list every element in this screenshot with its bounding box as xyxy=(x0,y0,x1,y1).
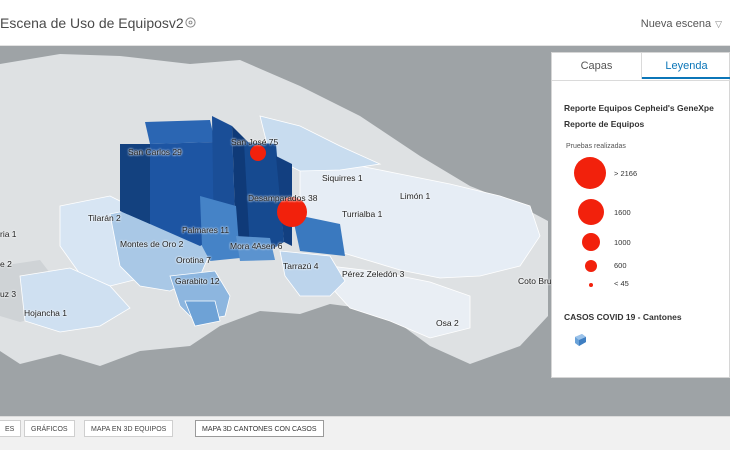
map-label: Pérez Zeledón 3 xyxy=(342,269,405,279)
extrusion-low xyxy=(292,214,345,256)
legend-class-label: 1600 xyxy=(614,208,631,217)
map-label: Coto Bru xyxy=(518,276,552,286)
extrusion-san-jose xyxy=(244,142,284,258)
legend-class-label: 600 xyxy=(614,261,627,270)
canton-garabito xyxy=(184,300,221,327)
layers-legend-panel: Capas Leyenda Reporte Equipos Cepheid's … xyxy=(551,52,730,378)
map-label: Turrialba 1 xyxy=(342,209,383,219)
legend-symbol-small xyxy=(589,283,593,287)
panel-tabs: Capas Leyenda xyxy=(552,53,730,81)
map-label: e 2 xyxy=(0,259,12,269)
map-label: Asen 6 xyxy=(256,241,283,251)
map-label: Limón 1 xyxy=(400,191,431,201)
map-label: Desamparados 38 xyxy=(248,193,318,203)
extruded-polygon-icon xyxy=(575,334,586,346)
tab-leyenda[interactable]: Leyenda xyxy=(642,53,730,79)
map-canvas xyxy=(0,54,548,366)
map-label: San Carlos 29 xyxy=(128,147,182,157)
top-bar: Escena de Uso de Equiposv2 Nueva escena ▽ xyxy=(0,0,730,46)
legend-symbol xyxy=(585,260,597,272)
legend-class-label: < 45 xyxy=(614,279,629,288)
map-label: Siquirres 1 xyxy=(322,173,363,183)
tab-capas[interactable]: Capas xyxy=(552,53,642,79)
map-label: Tarrazú 4 xyxy=(283,261,319,271)
map-label: Hojancha 1 xyxy=(24,308,68,318)
map-label: Palmares 11 xyxy=(182,225,230,235)
legend-layer-title: CASOS COVID 19 - Cantones xyxy=(564,312,682,322)
legend-field-label: Pruebas realizadas xyxy=(566,143,626,150)
map-label: Tilarán 2 xyxy=(88,213,121,223)
slide-tab-mapa-3d-cantones[interactable]: MAPA 3D CANTONES CON CASOS xyxy=(195,420,324,437)
map-label: Montes de Oro 2 xyxy=(120,239,184,249)
point-desamparados xyxy=(277,197,307,227)
legend-layer-subtitle: Reporte de Equipos xyxy=(564,119,645,129)
legend-symbol xyxy=(578,199,604,225)
extrusion-mora xyxy=(236,236,275,261)
map-label: Mora 4 xyxy=(230,241,257,251)
scene-title: Escena de Uso de Equiposv2 xyxy=(0,15,184,31)
extrusion-palmares xyxy=(200,196,240,261)
legend-symbol xyxy=(582,233,600,251)
slides-bar: ES GRÁFICOS MAPA EN 3D EQUIPOS MAPA 3D C… xyxy=(0,416,730,450)
slide-tab-mapa-3d-equipos[interactable]: MAPA EN 3D EQUIPOS xyxy=(84,420,174,437)
canton-tarraz xyxy=(279,250,346,297)
extrusion-san-carlos-top xyxy=(145,120,215,144)
slide-tab-graficos[interactable]: GRÁFICOS xyxy=(24,420,75,437)
canton-south xyxy=(329,265,471,339)
map-label: Orotina 7 xyxy=(176,255,211,265)
canton-southwest xyxy=(19,267,131,333)
map-label: uz 3 xyxy=(0,289,17,299)
legend-class-label: > 2166 xyxy=(614,169,638,178)
legend-layer-title: Reporte Equipos Cepheid's GeneXpe xyxy=(564,103,714,113)
map-label: Osa 2 xyxy=(436,318,459,328)
point-san-jose xyxy=(250,145,266,161)
info-icon[interactable] xyxy=(185,17,196,28)
legend-symbol-large xyxy=(574,157,606,189)
map-label: ria 1 xyxy=(0,229,17,239)
slide-tab[interactable]: ES xyxy=(0,420,22,437)
map-label: Garabito 12 xyxy=(175,276,220,286)
map-label: San José 75 xyxy=(231,137,279,147)
legend-class-label: 1000 xyxy=(614,238,631,247)
chevron-down-icon: ▽ xyxy=(715,19,722,29)
extrusion-side xyxy=(120,144,150,224)
scene-select[interactable]: Nueva escena ▽ xyxy=(641,18,722,30)
scene-select-label: Nueva escena xyxy=(640,18,712,30)
